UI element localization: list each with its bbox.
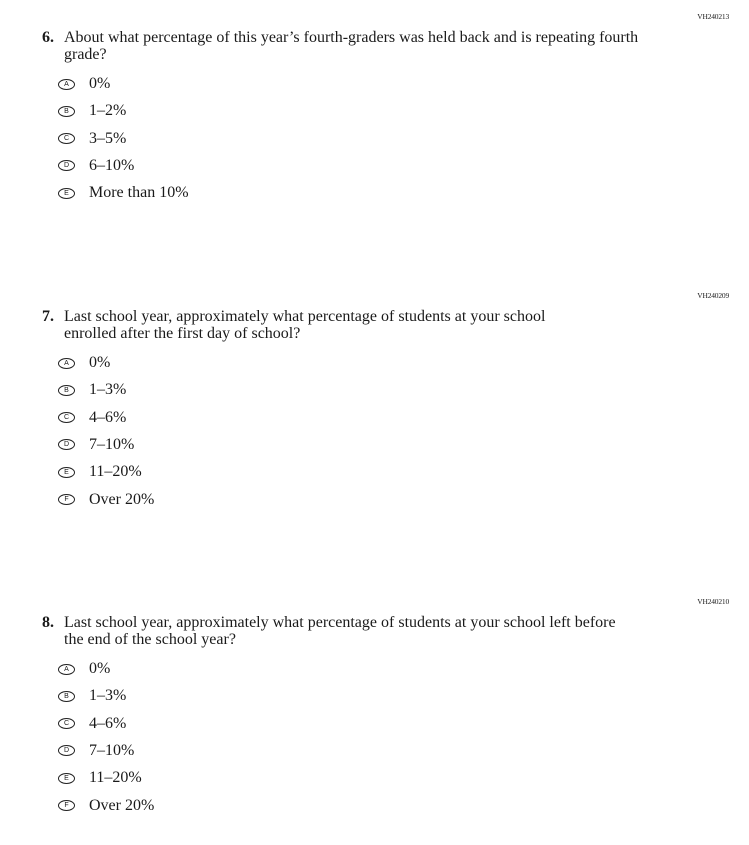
- answer-option[interactable]: E 11–20%: [58, 768, 142, 788]
- answer-label: 4–6%: [89, 408, 127, 426]
- answer-bubble-icon[interactable]: F: [58, 800, 75, 811]
- answer-bubble-icon[interactable]: E: [58, 466, 75, 478]
- question-text: Last school year, approximately what per…: [64, 614, 616, 648]
- answer-option[interactable]: D 7–10%: [58, 741, 134, 761]
- answer-label: 6–10%: [89, 156, 135, 174]
- answer-label: 3–5%: [89, 129, 127, 147]
- answer-bubble-icon[interactable]: D: [58, 745, 75, 757]
- question-id: VH240213: [697, 12, 729, 21]
- question-text: Last school year, approximately what per…: [64, 308, 546, 342]
- answer-label: 1–3%: [89, 687, 127, 705]
- answer-bubble-icon[interactable]: B: [58, 105, 75, 117]
- answer-option[interactable]: C 4–6%: [58, 714, 126, 734]
- answer-bubble-icon[interactable]: C: [58, 412, 75, 424]
- answer-bubble-icon[interactable]: C: [58, 718, 75, 730]
- answer-label: 11–20%: [89, 463, 142, 481]
- answer-option[interactable]: B 1–2%: [58, 101, 126, 121]
- answer-label: Over 20%: [89, 796, 155, 814]
- answer-label: 7–10%: [89, 741, 135, 759]
- answer-label: More than 10%: [89, 184, 189, 202]
- answer-bubble-icon[interactable]: A: [58, 78, 75, 90]
- answer-option[interactable]: A 0%: [58, 659, 110, 679]
- answer-option[interactable]: F Over 20%: [58, 490, 154, 510]
- answer-bubble-icon[interactable]: E: [58, 187, 75, 199]
- question-number: 6.: [42, 29, 54, 46]
- answer-option[interactable]: C 3–5%: [58, 129, 126, 149]
- answer-label: 4–6%: [89, 714, 127, 732]
- question-number: 7.: [42, 308, 54, 325]
- answer-label: 1–2%: [89, 102, 127, 120]
- answer-option[interactable]: D 7–10%: [58, 435, 134, 455]
- answer-bubble-icon[interactable]: D: [58, 160, 75, 172]
- answer-bubble-icon[interactable]: F: [58, 494, 75, 505]
- answer-option[interactable]: F Over 20%: [58, 796, 154, 816]
- answer-label: 11–20%: [89, 769, 142, 787]
- answer-label: Over 20%: [89, 490, 155, 508]
- answer-bubble-icon[interactable]: B: [58, 690, 75, 702]
- answer-option[interactable]: B 1–3%: [58, 380, 126, 400]
- answer-option[interactable]: A 0%: [58, 353, 110, 373]
- answer-bubble-icon[interactable]: B: [58, 384, 75, 396]
- answer-bubble-icon[interactable]: C: [58, 133, 75, 145]
- answer-label: 0%: [89, 75, 111, 92]
- answer-bubble-icon[interactable]: A: [58, 357, 75, 369]
- answer-option[interactable]: B 1–3%: [58, 686, 126, 706]
- answer-label: 1–3%: [89, 381, 127, 399]
- answer-bubble-icon[interactable]: D: [58, 439, 75, 451]
- answer-option[interactable]: E More than 10%: [58, 183, 189, 203]
- answer-option[interactable]: E 11–20%: [58, 462, 142, 482]
- answer-label: 0%: [89, 660, 111, 677]
- answer-label: 7–10%: [89, 435, 135, 453]
- answer-option[interactable]: C 4–6%: [58, 408, 126, 428]
- answer-bubble-icon[interactable]: A: [58, 663, 75, 675]
- question-number: 8.: [42, 614, 54, 631]
- question-id: VH240210: [697, 597, 729, 606]
- question-text: About what percentage of this year’s fou…: [64, 29, 639, 63]
- answer-option[interactable]: D 6–10%: [58, 156, 134, 176]
- answer-option[interactable]: A 0%: [58, 74, 110, 94]
- answer-bubble-icon[interactable]: E: [58, 772, 75, 784]
- answer-label: 0%: [89, 354, 111, 371]
- question-id: VH240209: [697, 291, 729, 300]
